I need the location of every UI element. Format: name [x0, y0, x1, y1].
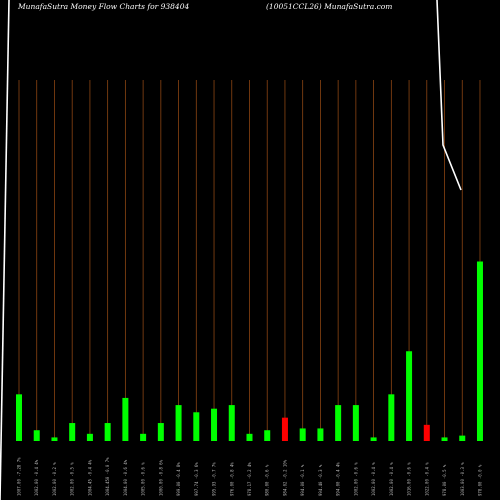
bar	[476, 261, 483, 441]
line-series	[0, 0, 462, 500]
x-tick-label: 1003.00 -0.3 %	[460, 462, 465, 496]
x-tick-label: 994.40 -0.3 %	[318, 464, 323, 496]
bar	[86, 433, 93, 441]
bar	[264, 430, 271, 441]
bar	[16, 394, 22, 441]
vertical-gridlines	[18, 80, 481, 441]
x-tick-label: 980.00 -0.6 %	[265, 464, 270, 496]
x-tick-label: 1022.00 -0.4 %	[424, 462, 429, 496]
x-tick-label: 978.00 -0.0 %	[477, 464, 482, 496]
bar	[104, 423, 111, 441]
bar	[441, 437, 448, 441]
x-tick-label: 984.02 -0.2 10%	[282, 459, 287, 496]
bar	[122, 397, 129, 441]
bar	[281, 417, 288, 441]
line-segment-right	[436, 0, 462, 191]
bar	[51, 437, 58, 441]
x-tick-label: 995.93 -0.7 7%	[212, 462, 217, 496]
bar	[69, 423, 76, 441]
x-tick-label: 1004.00 -0.6 4%	[123, 459, 128, 496]
x-tick-label: 1004.45 -0.4 4%	[87, 459, 92, 496]
x-tick-label: 1002.00 -0.4 %	[389, 462, 394, 496]
bar	[459, 435, 466, 441]
x-tick-label: 1002.00 -0.5 %	[70, 462, 75, 496]
bar	[388, 394, 395, 441]
bar	[33, 430, 40, 441]
bar	[157, 423, 164, 441]
bar	[211, 408, 218, 441]
bar	[352, 405, 359, 441]
x-tick-label: 997.74 -0.3 6%	[194, 462, 199, 496]
x-tick-label: 1004.450 -0.0 7%	[105, 457, 110, 496]
x-tick-label: 999.00 -0.4 8%	[176, 462, 181, 496]
bar	[228, 405, 235, 441]
x-tick-label: 1002.00 -0.6 %	[353, 462, 358, 496]
bar	[193, 412, 200, 441]
x-tick-label: 1002.00 -0.4 4%	[34, 459, 39, 496]
bar	[140, 433, 147, 441]
x-tick-label: 978.00 -0.5 %	[442, 464, 447, 496]
bar	[335, 405, 342, 441]
x-tick-label: 976.00 -0.8 4%	[229, 462, 234, 496]
x-tick-label: 994.00 -0.1 %	[300, 464, 305, 496]
bars-group	[16, 261, 483, 441]
bar	[175, 405, 182, 441]
x-tick-label: 978.17 -0.2 4%	[247, 462, 252, 496]
x-tick-label: 1000.00 -0.8 6%	[158, 459, 163, 496]
x-tick-label: 1016.00 -0.6 %	[407, 462, 412, 496]
bar	[246, 433, 253, 441]
chart-subtitle: (10051CCL26) MunafaSutra.com	[266, 2, 392, 11]
x-tick-label: 1002.00 -0.2 %	[52, 462, 57, 496]
bar	[423, 424, 430, 441]
x-tick-labels: 1007.00 -7.28 7% 1002.00 -0.4 4% 1002.00 -…	[17, 457, 483, 496]
bar	[370, 437, 377, 441]
bar	[317, 428, 324, 441]
chart-title: MunafaSutra Money Flow Charts for 938404	[17, 2, 189, 11]
x-tick-label: 994.00 -0.4 4%	[336, 462, 341, 496]
bar	[299, 428, 306, 441]
bar	[406, 351, 413, 441]
x-tick-label: 1007.00 -7.28 7%	[17, 457, 22, 496]
x-tick-label: 1002.00 -0.4 %	[371, 462, 376, 496]
line-segment-left	[0, 0, 10, 500]
x-tick-label: 1005.00 -0.6 %	[141, 462, 146, 496]
